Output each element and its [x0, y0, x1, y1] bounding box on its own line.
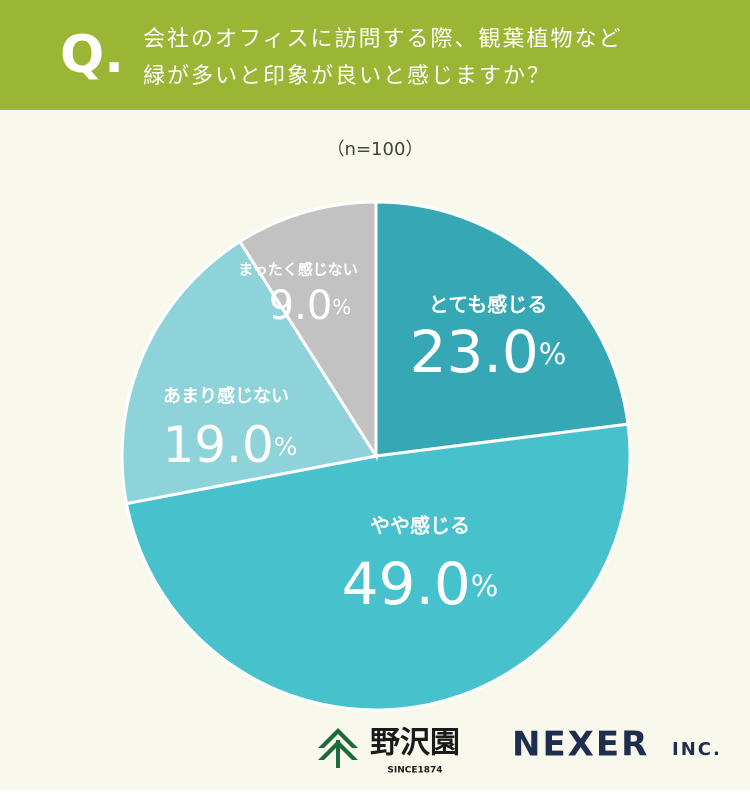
value-label: 49.0%	[342, 550, 499, 618]
pie-slice	[120, 239, 379, 506]
chart-title: 会社のオフィスに訪問する際、観葉植物など	[143, 27, 623, 52]
since: SINCE1874	[387, 766, 442, 776]
header-band	[0, 0, 750, 110]
company: NEXER	[512, 725, 649, 765]
subtitle: （n=100）	[327, 139, 424, 160]
chart-title: 緑が多いと印象が良いと感じますか？	[143, 64, 551, 89]
logo-icon	[318, 728, 358, 768]
brand: 野沢園	[370, 726, 460, 761]
value-label: 19.0%	[162, 416, 297, 474]
pie-slice	[124, 422, 632, 712]
value-label: 9.0%	[269, 283, 352, 329]
pie-slice	[374, 200, 630, 458]
category-label: やや感じる	[370, 514, 470, 538]
pie-slice	[237, 200, 378, 462]
category-label: とても感じる	[429, 293, 547, 317]
q-label: Q.	[60, 25, 124, 85]
value-label: 23.0%	[410, 318, 567, 386]
category-label: まったく感じない	[238, 261, 357, 279]
category-label: あまり感じない	[163, 385, 289, 407]
company-suffix: INC.	[672, 739, 722, 760]
